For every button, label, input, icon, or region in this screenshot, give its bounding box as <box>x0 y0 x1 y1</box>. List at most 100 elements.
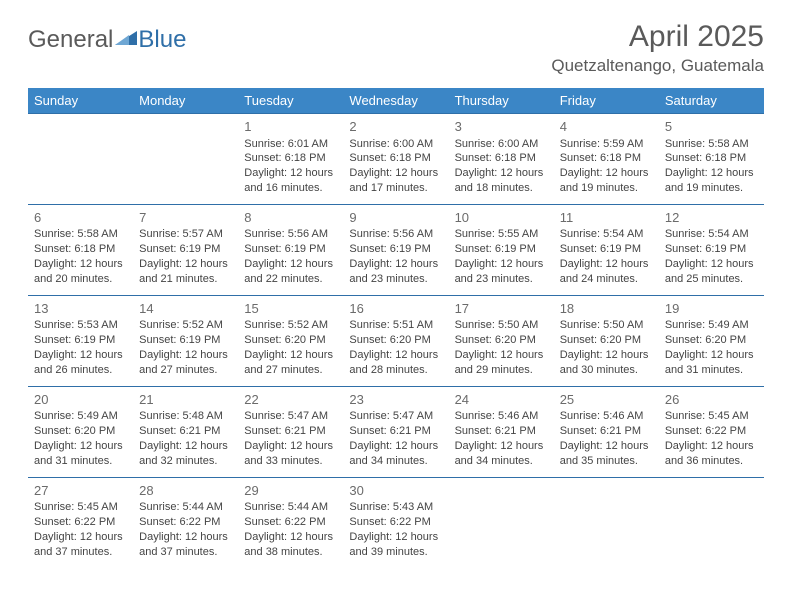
sunrise-line: Sunrise: 5:47 AM <box>349 409 442 424</box>
day-cell: 3Sunrise: 6:00 AMSunset: 6:18 PMDaylight… <box>449 114 554 205</box>
day-header: Saturday <box>659 88 764 114</box>
sunrise-line: Sunrise: 5:55 AM <box>455 227 548 242</box>
day-cell: 18Sunrise: 5:50 AMSunset: 6:20 PMDayligh… <box>554 295 659 386</box>
daylight-line: Daylight: 12 hours and 34 minutes. <box>455 439 548 469</box>
sunset-line: Sunset: 6:21 PM <box>455 424 548 439</box>
day-cell: 8Sunrise: 5:56 AMSunset: 6:19 PMDaylight… <box>238 204 343 295</box>
sunrise-line: Sunrise: 6:00 AM <box>455 137 548 152</box>
sunset-line: Sunset: 6:20 PM <box>665 333 758 348</box>
day-header: Friday <box>554 88 659 114</box>
brand-text: General Blue <box>28 26 186 54</box>
brand-triangle-icon <box>115 26 137 54</box>
week-row: 20Sunrise: 5:49 AMSunset: 6:20 PMDayligh… <box>28 386 764 477</box>
sunrise-line: Sunrise: 5:54 AM <box>560 227 653 242</box>
daylight-line: Daylight: 12 hours and 27 minutes. <box>244 348 337 378</box>
sunset-line: Sunset: 6:18 PM <box>665 151 758 166</box>
day-cell: 22Sunrise: 5:47 AMSunset: 6:21 PMDayligh… <box>238 386 343 477</box>
day-cell: 10Sunrise: 5:55 AMSunset: 6:19 PMDayligh… <box>449 204 554 295</box>
day-cell: 27Sunrise: 5:45 AMSunset: 6:22 PMDayligh… <box>28 477 133 567</box>
daylight-line: Daylight: 12 hours and 33 minutes. <box>244 439 337 469</box>
daylight-line: Daylight: 12 hours and 23 minutes. <box>349 257 442 287</box>
sunset-line: Sunset: 6:22 PM <box>244 515 337 530</box>
sunrise-line: Sunrise: 5:49 AM <box>665 318 758 333</box>
daylight-line: Daylight: 12 hours and 20 minutes. <box>34 257 127 287</box>
day-number: 1 <box>244 118 337 136</box>
sunrise-line: Sunrise: 5:43 AM <box>349 500 442 515</box>
day-cell: 19Sunrise: 5:49 AMSunset: 6:20 PMDayligh… <box>659 295 764 386</box>
daylight-line: Daylight: 12 hours and 19 minutes. <box>665 166 758 196</box>
sunrise-line: Sunrise: 5:57 AM <box>139 227 232 242</box>
day-cell: 12Sunrise: 5:54 AMSunset: 6:19 PMDayligh… <box>659 204 764 295</box>
daylight-line: Daylight: 12 hours and 37 minutes. <box>139 530 232 560</box>
empty-cell <box>659 477 764 567</box>
sunset-line: Sunset: 6:18 PM <box>244 151 337 166</box>
day-number: 11 <box>560 209 653 227</box>
day-number: 27 <box>34 482 127 500</box>
month-title: April 2025 <box>551 20 764 54</box>
daylight-line: Daylight: 12 hours and 22 minutes. <box>244 257 337 287</box>
daylight-line: Daylight: 12 hours and 23 minutes. <box>455 257 548 287</box>
daylight-line: Daylight: 12 hours and 28 minutes. <box>349 348 442 378</box>
sunset-line: Sunset: 6:19 PM <box>244 242 337 257</box>
sunrise-line: Sunrise: 5:58 AM <box>34 227 127 242</box>
sunset-line: Sunset: 6:18 PM <box>455 151 548 166</box>
day-number: 16 <box>349 300 442 318</box>
brand-part1: General <box>28 26 113 53</box>
day-number: 30 <box>349 482 442 500</box>
day-cell: 25Sunrise: 5:46 AMSunset: 6:21 PMDayligh… <box>554 386 659 477</box>
daylight-line: Daylight: 12 hours and 34 minutes. <box>349 439 442 469</box>
sunset-line: Sunset: 6:19 PM <box>139 333 232 348</box>
brand-logo: General Blue <box>28 26 186 54</box>
day-number: 15 <box>244 300 337 318</box>
sunrise-line: Sunrise: 6:01 AM <box>244 137 337 152</box>
sunset-line: Sunset: 6:22 PM <box>139 515 232 530</box>
sunset-line: Sunset: 6:22 PM <box>349 515 442 530</box>
day-cell: 1Sunrise: 6:01 AMSunset: 6:18 PMDaylight… <box>238 114 343 205</box>
sunrise-line: Sunrise: 5:58 AM <box>665 137 758 152</box>
day-number: 3 <box>455 118 548 136</box>
day-number: 21 <box>139 391 232 409</box>
daylight-line: Daylight: 12 hours and 16 minutes. <box>244 166 337 196</box>
day-cell: 23Sunrise: 5:47 AMSunset: 6:21 PMDayligh… <box>343 386 448 477</box>
daylight-line: Daylight: 12 hours and 32 minutes. <box>139 439 232 469</box>
sunset-line: Sunset: 6:19 PM <box>560 242 653 257</box>
day-cell: 15Sunrise: 5:52 AMSunset: 6:20 PMDayligh… <box>238 295 343 386</box>
brand-part2: Blue <box>138 26 186 53</box>
sunrise-line: Sunrise: 5:53 AM <box>34 318 127 333</box>
sunrise-line: Sunrise: 5:48 AM <box>139 409 232 424</box>
sunrise-line: Sunrise: 5:52 AM <box>244 318 337 333</box>
empty-cell <box>449 477 554 567</box>
week-row: 13Sunrise: 5:53 AMSunset: 6:19 PMDayligh… <box>28 295 764 386</box>
header: GeneralBlue April 2025 Quetzaltenango, G… <box>28 20 764 76</box>
daylight-line: Daylight: 12 hours and 26 minutes. <box>34 348 127 378</box>
day-cell: 9Sunrise: 5:56 AMSunset: 6:19 PMDaylight… <box>343 204 448 295</box>
day-cell: 30Sunrise: 5:43 AMSunset: 6:22 PMDayligh… <box>343 477 448 567</box>
sunset-line: Sunset: 6:19 PM <box>34 333 127 348</box>
sunrise-line: Sunrise: 5:46 AM <box>455 409 548 424</box>
daylight-line: Daylight: 12 hours and 29 minutes. <box>455 348 548 378</box>
daylight-line: Daylight: 12 hours and 25 minutes. <box>665 257 758 287</box>
day-header: Tuesday <box>238 88 343 114</box>
sunset-line: Sunset: 6:18 PM <box>34 242 127 257</box>
day-number: 10 <box>455 209 548 227</box>
sunrise-line: Sunrise: 5:45 AM <box>665 409 758 424</box>
sunset-line: Sunset: 6:20 PM <box>34 424 127 439</box>
sunset-line: Sunset: 6:20 PM <box>560 333 653 348</box>
day-number: 28 <box>139 482 232 500</box>
sunset-line: Sunset: 6:19 PM <box>665 242 758 257</box>
day-number: 19 <box>665 300 758 318</box>
sunset-line: Sunset: 6:19 PM <box>139 242 232 257</box>
sunrise-line: Sunrise: 5:47 AM <box>244 409 337 424</box>
sunset-line: Sunset: 6:20 PM <box>349 333 442 348</box>
sunset-line: Sunset: 6:21 PM <box>560 424 653 439</box>
day-number: 25 <box>560 391 653 409</box>
daylight-line: Daylight: 12 hours and 19 minutes. <box>560 166 653 196</box>
day-number: 7 <box>139 209 232 227</box>
daylight-line: Daylight: 12 hours and 38 minutes. <box>244 530 337 560</box>
day-number: 14 <box>139 300 232 318</box>
daylight-line: Daylight: 12 hours and 24 minutes. <box>560 257 653 287</box>
day-header: Sunday <box>28 88 133 114</box>
sunset-line: Sunset: 6:19 PM <box>455 242 548 257</box>
day-cell: 14Sunrise: 5:52 AMSunset: 6:19 PMDayligh… <box>133 295 238 386</box>
sunset-line: Sunset: 6:18 PM <box>560 151 653 166</box>
